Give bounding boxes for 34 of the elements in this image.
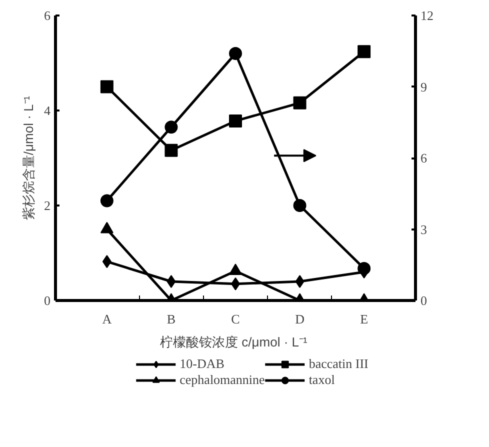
x-tick-label: A [102, 312, 112, 326]
legend-label: 10-DAB [180, 356, 224, 372]
y2-tick-label: 9 [420, 79, 427, 94]
point [164, 120, 178, 134]
point [229, 264, 242, 276]
point [358, 45, 371, 58]
y-tick-label: 0 [44, 293, 50, 308]
x-tick-label: D [295, 312, 304, 326]
legend-label: baccatin III [308, 356, 368, 372]
point [166, 275, 176, 288]
y2-tick-label: 6 [420, 150, 428, 166]
y-tick-label: 4 [44, 103, 51, 118]
y-axis-title: 紫杉烷含量/μmol · L⁻¹ [21, 95, 36, 220]
x-axis-title: 柠檬酸铵浓度 c/μmol · L⁻¹ [160, 334, 308, 350]
legend-label: cephalomannine [180, 372, 265, 388]
point [293, 199, 306, 212]
y2-tick-label: 12 [420, 8, 434, 23]
point [100, 80, 114, 94]
point [164, 144, 178, 157]
x-tick-label: C [231, 312, 240, 326]
point [102, 255, 112, 268]
x-tick-label: B [166, 312, 176, 326]
y2-tick-label: 3 [420, 222, 427, 237]
point [229, 114, 242, 128]
y2-tick-label: 0 [420, 293, 427, 308]
x-tick-label: E [360, 312, 368, 326]
y-tick-label: 2 [44, 198, 50, 213]
legend-label: taxol [308, 372, 335, 388]
y-tick-label: 6 [44, 8, 51, 23]
point [100, 222, 114, 234]
point [100, 194, 114, 208]
point [229, 47, 242, 60]
point [293, 96, 306, 110]
point [295, 275, 304, 288]
